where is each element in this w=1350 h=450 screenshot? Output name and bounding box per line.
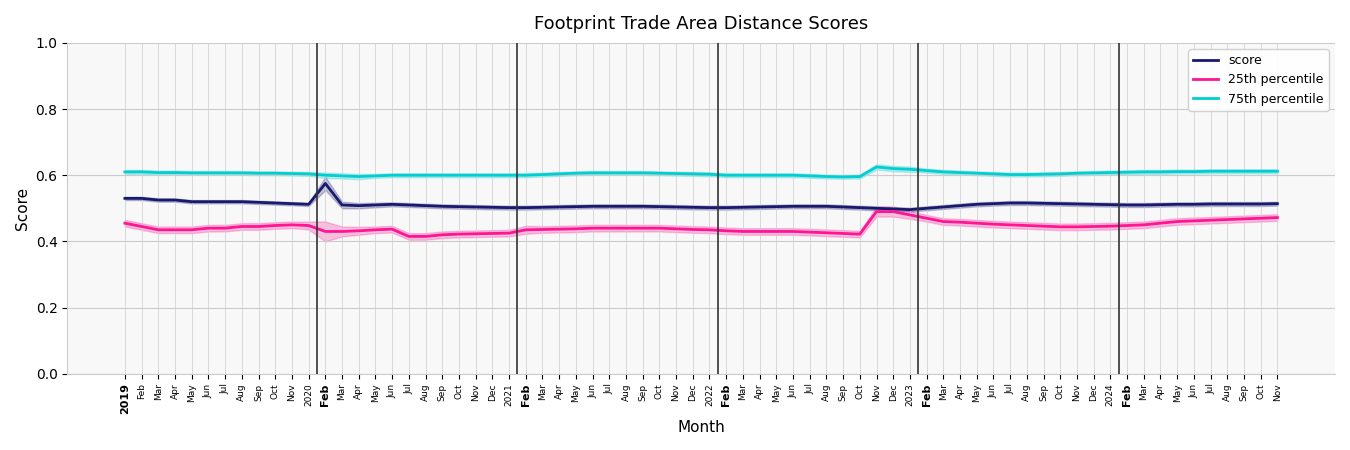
25th percentile	[618, 225, 634, 231]
Y-axis label: Score: Score	[15, 187, 30, 230]
25th percentile	[267, 223, 284, 228]
score	[1135, 202, 1152, 208]
score	[401, 202, 417, 208]
Legend: score, 25th percentile, 75th percentile: score, 25th percentile, 75th percentile	[1188, 49, 1328, 111]
X-axis label: Month: Month	[678, 420, 725, 435]
score	[317, 181, 333, 186]
Line: 25th percentile: 25th percentile	[126, 212, 1277, 236]
Line: score: score	[126, 184, 1277, 210]
75th percentile	[117, 169, 134, 175]
75th percentile	[1135, 169, 1152, 175]
75th percentile	[752, 172, 768, 178]
score	[117, 196, 134, 201]
score	[618, 203, 634, 209]
75th percentile	[383, 172, 400, 178]
score	[485, 205, 501, 210]
25th percentile	[401, 234, 417, 239]
Line: 75th percentile: 75th percentile	[126, 167, 1277, 177]
score	[1269, 201, 1285, 207]
75th percentile	[267, 171, 284, 176]
25th percentile	[1135, 222, 1152, 228]
25th percentile	[383, 226, 400, 232]
75th percentile	[836, 174, 852, 180]
25th percentile	[1269, 215, 1285, 220]
25th percentile	[485, 231, 501, 236]
score	[768, 204, 784, 209]
25th percentile	[117, 220, 134, 226]
Title: Footprint Trade Area Distance Scores: Footprint Trade Area Distance Scores	[535, 15, 868, 33]
75th percentile	[868, 164, 884, 170]
75th percentile	[601, 170, 617, 176]
75th percentile	[467, 172, 483, 178]
25th percentile	[868, 209, 884, 214]
75th percentile	[1269, 169, 1285, 174]
25th percentile	[768, 229, 784, 234]
score	[902, 207, 918, 212]
score	[267, 200, 284, 206]
